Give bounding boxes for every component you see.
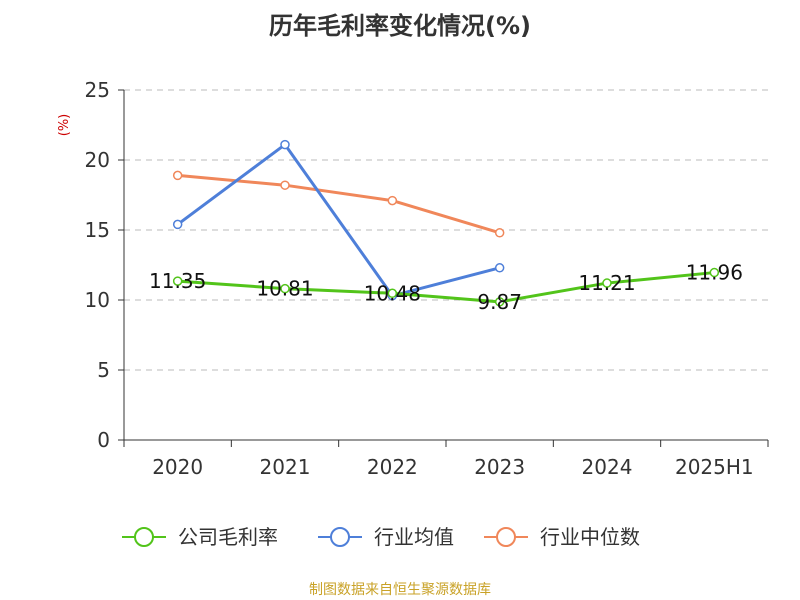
series-line-2	[177, 173, 501, 235]
data-point	[172, 170, 183, 181]
data-point	[172, 219, 183, 230]
data-label: 11.35	[149, 269, 206, 293]
legend-swatch-marker	[330, 527, 350, 547]
x-tick-label: 2021	[260, 455, 311, 479]
data-label: 10.81	[256, 277, 313, 301]
y-tick-label: 10	[85, 288, 110, 312]
x-tick-label: 2020	[152, 455, 203, 479]
data-point	[280, 180, 290, 190]
legend-item: 公司毛利率	[122, 525, 278, 549]
legend-item: 行业中位数	[484, 525, 640, 549]
legend-label: 行业均值	[374, 525, 454, 549]
data-point	[387, 288, 398, 299]
data-label: 9.87	[477, 290, 522, 314]
data-point	[709, 267, 720, 278]
data-point	[494, 263, 505, 273]
legend-swatch-marker	[496, 527, 516, 547]
x-tick-label: 2023	[474, 455, 525, 479]
data-point	[280, 283, 290, 294]
chart-title: 历年毛利率变化情况(%)	[269, 12, 531, 40]
x-tick-label: 2022	[367, 455, 418, 479]
legend-label: 公司毛利率	[178, 525, 278, 549]
data-point	[387, 195, 398, 206]
y-tick-label: 0	[97, 428, 110, 452]
y-axis-unit-label: (%)	[57, 114, 72, 137]
series-line-0	[177, 271, 715, 304]
data-label: 10.48	[364, 281, 421, 305]
data-point	[280, 139, 290, 150]
y-tick-label: 15	[85, 218, 110, 242]
x-tick-label: 2024	[582, 455, 633, 479]
data-point	[172, 276, 183, 286]
legend-label: 行业中位数	[540, 525, 640, 549]
legend-item: 行业均值	[318, 525, 454, 549]
y-tick-label: 5	[97, 358, 110, 382]
source-note: 制图数据来自恒生聚源数据库	[309, 582, 491, 598]
data-label: 11.21	[578, 271, 635, 295]
x-tick-label: 2025H1	[675, 455, 754, 479]
data-point	[494, 228, 505, 238]
data-label: 11.96	[686, 261, 743, 285]
y-tick-label: 25	[85, 78, 110, 102]
data-point	[602, 278, 612, 288]
y-tick-label: 20	[85, 148, 110, 172]
legend-swatch-marker	[134, 527, 154, 547]
data-point	[494, 297, 505, 307]
series-line-1	[176, 143, 501, 298]
